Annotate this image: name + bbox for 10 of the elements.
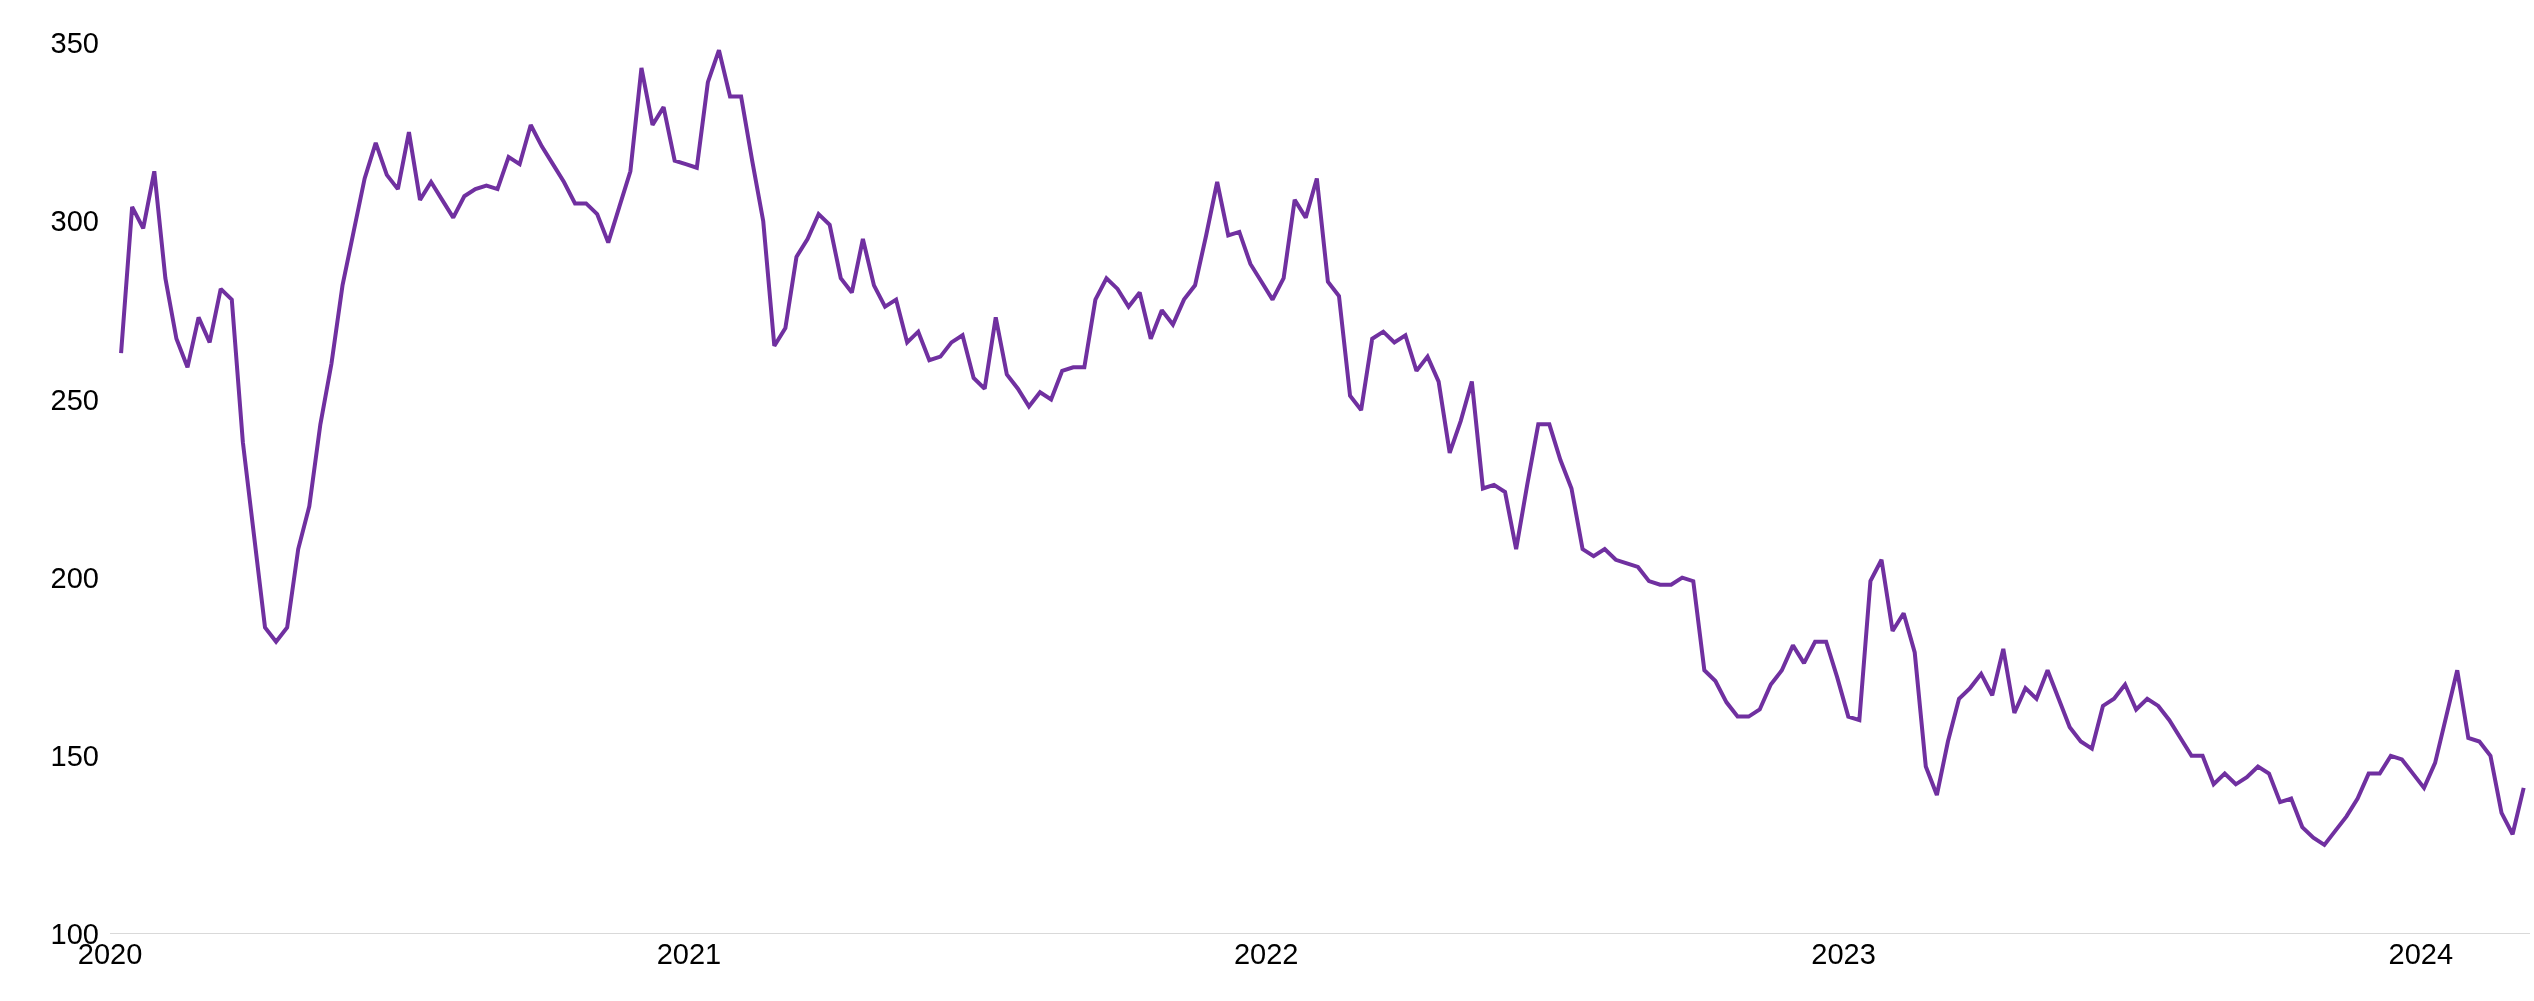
y-tick-label: 300	[50, 205, 99, 238]
y-tick-label: 250	[50, 383, 99, 416]
line-series	[119, 48, 2526, 847]
y-tick-label: 200	[50, 561, 99, 594]
y-tick-label: 150	[50, 739, 99, 772]
x-tick-label: 2023	[1811, 938, 1876, 970]
x-tick-label: 2024	[2388, 938, 2454, 970]
x-tick-label: 2022	[1233, 938, 1299, 970]
x-tick-label: 2021	[656, 938, 722, 970]
y-tick-label: 350	[50, 27, 99, 60]
